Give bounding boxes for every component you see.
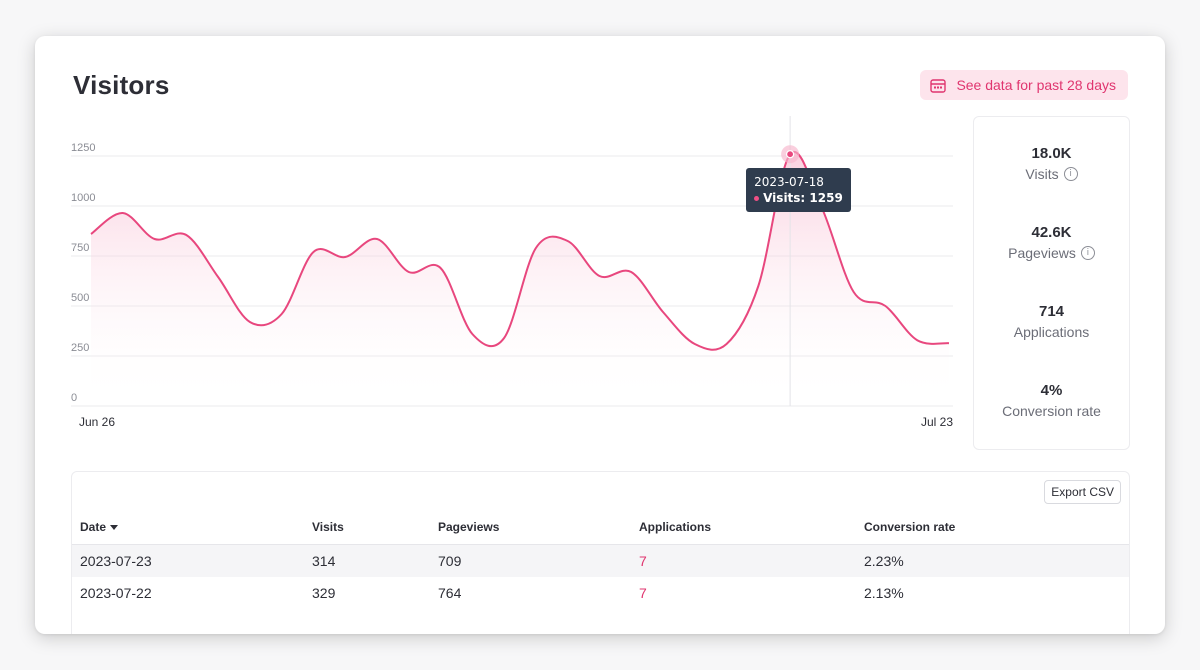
y-tick-label: 750 bbox=[71, 242, 89, 254]
stat-value: 42.6K bbox=[1031, 224, 1072, 241]
cell-visits: 329 bbox=[312, 585, 336, 601]
data-point[interactable] bbox=[755, 283, 761, 289]
data-point[interactable] bbox=[946, 340, 952, 346]
visits-chart-svg[interactable]: 0 250 500 750 1000 1250 Jun 26 Jul 23 bbox=[71, 116, 961, 436]
cell-date: 2023-07-23 bbox=[72, 544, 311, 577]
y-tick-label: 500 bbox=[71, 292, 89, 304]
data-point[interactable] bbox=[692, 341, 698, 347]
cell-applications: 7 bbox=[638, 544, 863, 577]
data-point[interactable] bbox=[596, 273, 602, 279]
visits-chart[interactable]: 0 250 500 750 1000 1250 Jun 26 Jul 23 2023-07-1… bbox=[71, 116, 961, 436]
data-point[interactable] bbox=[501, 335, 507, 341]
stat-label: Conversion rate bbox=[1002, 403, 1101, 419]
table-header-row: Date Visits Pageviews Applications Conve… bbox=[72, 510, 1129, 545]
stat-conversion-rate: 4% Conversion rate bbox=[974, 382, 1129, 419]
data-point[interactable] bbox=[247, 319, 253, 325]
stat-pageviews: 42.6K Pageviews i bbox=[974, 224, 1129, 261]
data-point[interactable] bbox=[279, 311, 285, 317]
data-point[interactable] bbox=[88, 231, 94, 237]
data-point[interactable] bbox=[724, 341, 730, 347]
cell-applications: 7 bbox=[639, 585, 647, 601]
cell-conversion-rate: 2.23% bbox=[863, 544, 1129, 577]
sort-desc-icon[interactable] bbox=[110, 525, 119, 531]
column-header-conversion-rate[interactable]: Conversion rate bbox=[863, 510, 1129, 545]
table-row[interactable]: 2023-07-23 314 709 7 2.23% bbox=[72, 544, 1129, 577]
data-point[interactable] bbox=[374, 236, 380, 242]
tooltip-date: 2023-07-18 bbox=[754, 175, 824, 190]
export-csv-button[interactable]: Export CSV bbox=[1044, 480, 1121, 504]
cell-visits: 314 bbox=[311, 544, 437, 577]
chart-tooltip: 2023-07-18 Visits: 1259 bbox=[746, 168, 851, 213]
stat-applications: 714 Applications bbox=[974, 303, 1129, 340]
data-point[interactable] bbox=[628, 269, 634, 275]
y-tick-label: 1000 bbox=[71, 192, 95, 204]
hover-marker[interactable] bbox=[786, 150, 795, 159]
y-tick-label: 0 bbox=[71, 392, 77, 404]
info-icon[interactable]: i bbox=[1063, 167, 1078, 181]
table-row[interactable]: 2023-07-22 329 764 7 2.13% bbox=[72, 577, 1129, 609]
calendar-icon bbox=[930, 78, 947, 93]
column-header-pageviews[interactable]: Pageviews bbox=[437, 510, 638, 545]
y-tick-label: 250 bbox=[71, 342, 89, 354]
date-range-label: See data for past 28 days bbox=[956, 77, 1116, 93]
stat-value: 4% bbox=[1040, 382, 1063, 399]
data-point[interactable] bbox=[851, 289, 857, 295]
data-point[interactable] bbox=[152, 236, 158, 242]
data-point[interactable] bbox=[183, 232, 189, 238]
info-icon[interactable]: i bbox=[1080, 246, 1095, 260]
data-point[interactable] bbox=[882, 303, 888, 309]
data-point[interactable] bbox=[469, 331, 475, 337]
cell-conversion-rate: 2.13% bbox=[864, 585, 904, 601]
cell-pageviews: 709 bbox=[437, 544, 638, 577]
column-header-visits[interactable]: Visits bbox=[311, 510, 437, 545]
cell-date: 2023-07-22 bbox=[80, 585, 152, 601]
x-tick-label: Jul 23 bbox=[921, 415, 953, 429]
data-point[interactable] bbox=[342, 254, 348, 260]
stat-label: Applications bbox=[1013, 324, 1090, 340]
page-title: Visitors bbox=[73, 70, 170, 100]
stat-value: 714 bbox=[1038, 303, 1065, 320]
visits-area bbox=[91, 151, 949, 406]
data-point[interactable] bbox=[438, 265, 444, 271]
tooltip-value: Visits: 1259 bbox=[763, 191, 843, 206]
data-point[interactable] bbox=[565, 238, 571, 244]
date-range-button[interactable]: See data for past 28 days bbox=[920, 70, 1128, 100]
column-header-date[interactable]: Date bbox=[72, 510, 311, 545]
stat-label: Pageviews bbox=[1008, 245, 1076, 261]
data-point[interactable] bbox=[406, 269, 412, 275]
data-point[interactable] bbox=[533, 245, 539, 251]
data-point[interactable] bbox=[660, 309, 666, 315]
visitors-card: Visitors See data for past 28 days 0 250 5… bbox=[35, 36, 1165, 634]
y-tick-label: 1250 bbox=[71, 142, 95, 154]
data-table-card: Export CSV Date Visits Pageviews Applica… bbox=[71, 471, 1130, 634]
data-point[interactable] bbox=[215, 274, 221, 280]
x-tick-label: Jun 26 bbox=[79, 415, 115, 429]
data-table: Date Visits Pageviews Applications Conve… bbox=[72, 510, 1129, 609]
stats-panel: 18.0K Visits i 42.6K Pageviews i 714 Appli… bbox=[973, 116, 1130, 450]
stat-visits: 18.0K Visits i bbox=[974, 145, 1129, 182]
stat-label: Visits bbox=[1025, 166, 1059, 182]
data-point[interactable] bbox=[310, 249, 316, 255]
data-point[interactable] bbox=[914, 337, 920, 343]
cell-pageviews: 764 bbox=[438, 585, 462, 601]
column-header-applications[interactable]: Applications bbox=[638, 510, 863, 545]
data-point[interactable] bbox=[120, 210, 126, 216]
tooltip-series-dot bbox=[754, 196, 760, 202]
stat-value: 18.0K bbox=[1031, 145, 1072, 162]
